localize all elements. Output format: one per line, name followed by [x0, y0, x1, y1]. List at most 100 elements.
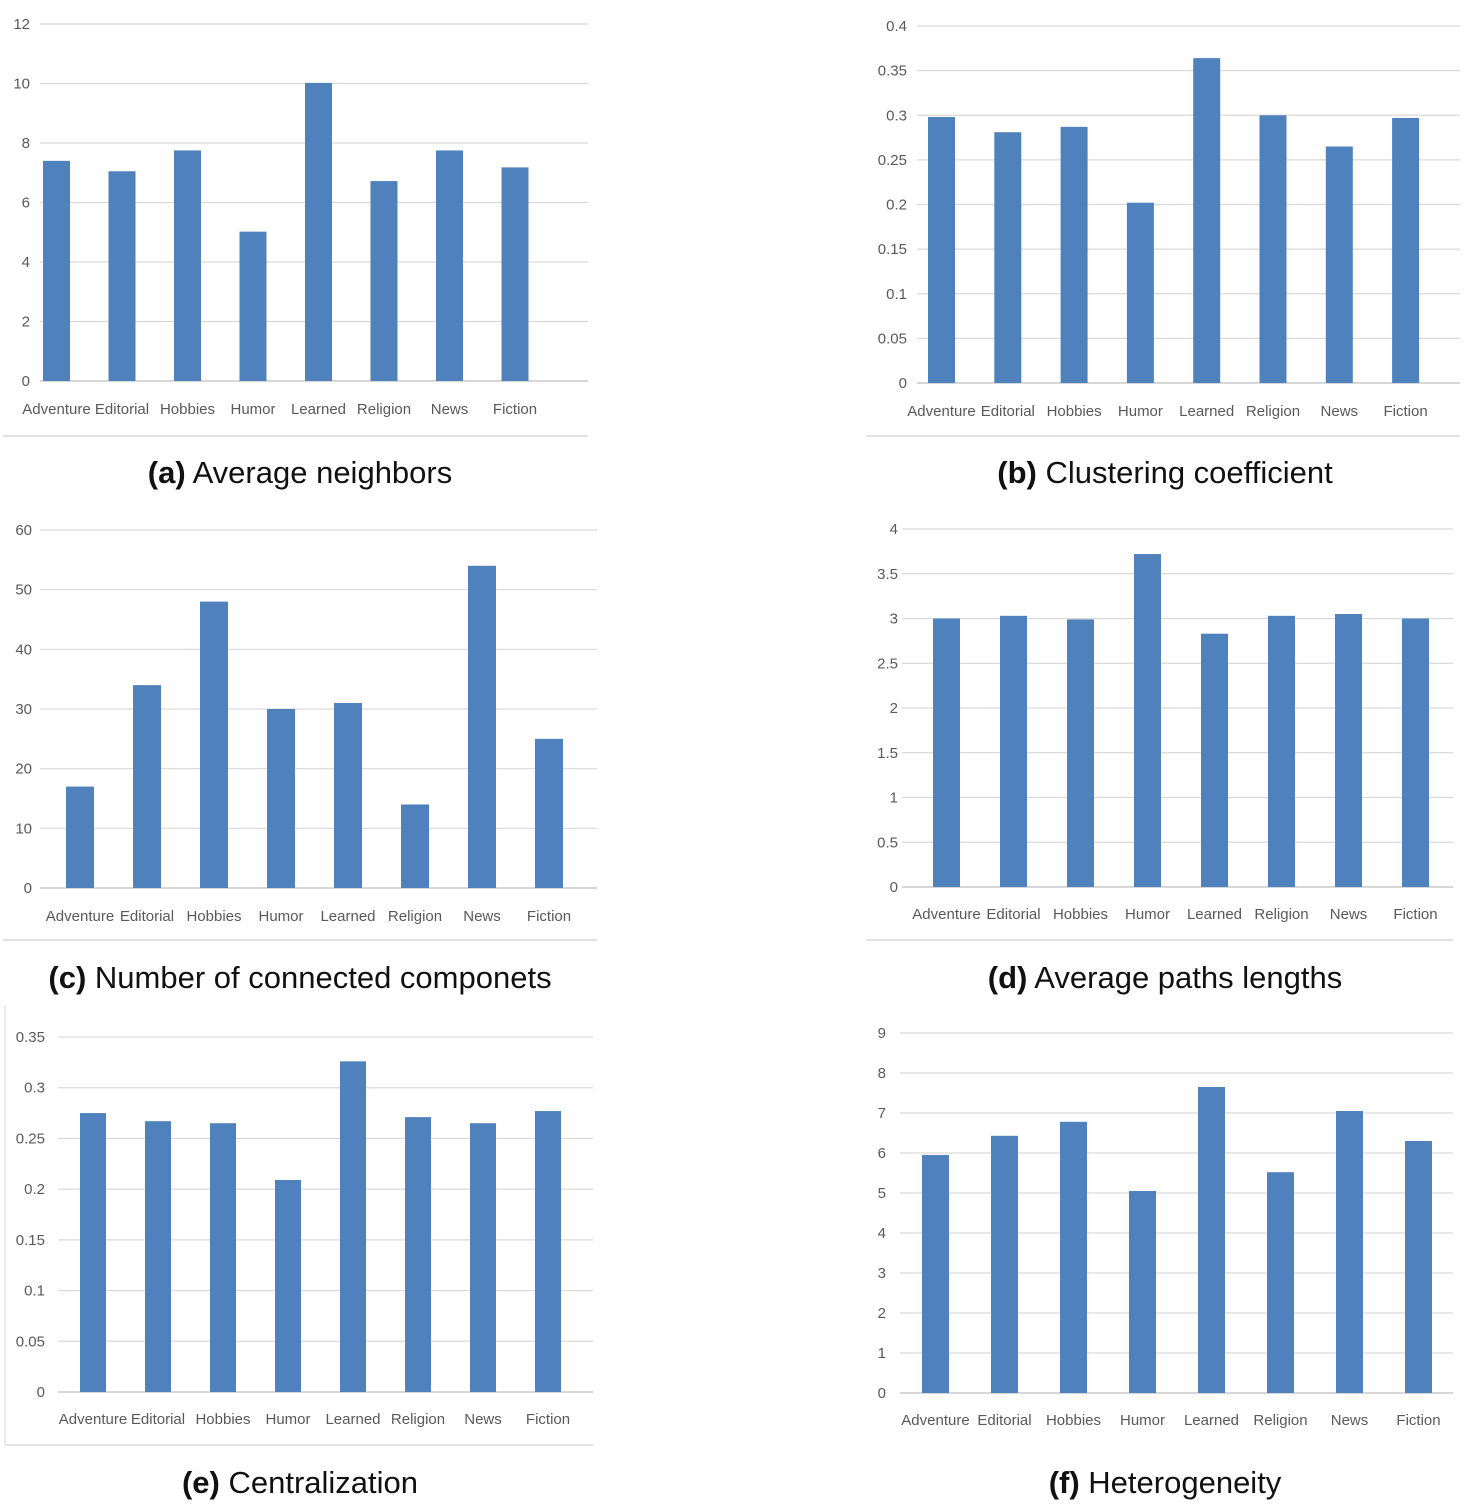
- y-tick-label: 0.25: [878, 152, 907, 169]
- bar-hobbies: [174, 150, 201, 381]
- bar-learned: [334, 703, 362, 888]
- y-tick-label: 0.05: [16, 1333, 45, 1350]
- x-tick-label: Adventure: [912, 906, 980, 923]
- x-tick-label: Fiction: [1393, 906, 1437, 923]
- bar-fiction: [501, 167, 529, 381]
- y-tick-label: 0: [24, 880, 32, 897]
- y-tick-label: 0.1: [24, 1283, 45, 1300]
- bar-news: [470, 1123, 496, 1392]
- x-tick-label: Religion: [1253, 1412, 1307, 1429]
- y-tick-label: 0: [890, 879, 898, 896]
- x-tick-label: Adventure: [22, 401, 90, 418]
- x-tick-label: Adventure: [46, 908, 114, 925]
- y-tick-label: 0.25: [16, 1130, 45, 1147]
- x-tick-label: Humor: [265, 1411, 310, 1428]
- bar-fiction: [1402, 618, 1429, 887]
- y-tick-label: 1: [890, 790, 898, 807]
- bar-editorial: [133, 685, 161, 888]
- bar-learned: [340, 1061, 366, 1392]
- y-tick-label: 50: [15, 582, 32, 599]
- bar-adventure: [80, 1113, 106, 1392]
- bar-adventure: [43, 160, 70, 381]
- x-tick-label: Hobbies: [186, 908, 241, 925]
- x-tick-label: Adventure: [907, 403, 975, 420]
- x-tick-label: Learned: [1187, 906, 1242, 923]
- y-tick-label: 10: [13, 76, 30, 93]
- bar-humor: [1129, 1191, 1156, 1393]
- x-tick-label: Humor: [258, 908, 303, 925]
- y-tick-label: 5: [878, 1185, 886, 1202]
- bar-religion: [1268, 615, 1295, 887]
- x-tick-label: Hobbies: [195, 1411, 250, 1428]
- caption-text-f: Heterogeneity: [1088, 1465, 1282, 1500]
- bar-religion: [401, 804, 429, 888]
- y-tick-label: 2.5: [877, 655, 898, 672]
- bar-hobbies: [1067, 619, 1094, 887]
- x-tick-label: Humor: [230, 401, 275, 418]
- chart-b: 0 0.05 0.1 0.15 0.2 0.25 0.3 0.35 0.4 Adventure Ed…: [866, 18, 1460, 437]
- caption-text-d: Average paths lengths: [1034, 960, 1343, 995]
- y-tick-label: 12: [13, 16, 30, 33]
- bar-fiction: [1405, 1141, 1432, 1393]
- y-tick-label: 0: [37, 1384, 45, 1401]
- bar-hobbies: [1060, 126, 1088, 383]
- bar-fiction: [1392, 117, 1420, 384]
- y-tick-label: 0: [22, 373, 30, 390]
- y-tick-label: 2: [22, 314, 30, 331]
- bar-religion: [370, 181, 398, 381]
- bar-humor: [275, 1180, 301, 1392]
- x-tick-label: News: [431, 401, 469, 418]
- bar-humor: [1134, 554, 1161, 887]
- bar-religion: [405, 1117, 431, 1392]
- bar-religion: [1259, 115, 1287, 383]
- x-tick-label: Learned: [291, 401, 346, 418]
- caption-letter-a: (a): [147, 455, 186, 490]
- bar-editorial: [1000, 615, 1027, 887]
- bar-news: [1325, 146, 1353, 383]
- caption-d: (d) Average paths lengths: [860, 960, 1470, 996]
- x-tick-label: News: [464, 1411, 502, 1428]
- y-tick-label: 3.5: [877, 566, 898, 583]
- caption-f: (f) Heterogeneity: [860, 1465, 1470, 1501]
- bar-humor: [267, 709, 295, 888]
- x-tick-label: Hobbies: [1047, 403, 1102, 420]
- bar-learned: [305, 82, 332, 381]
- caption-letter-e: (e): [181, 1465, 220, 1500]
- x-tick-label: Learned: [325, 1411, 380, 1428]
- x-tick-label: Editorial: [986, 906, 1040, 923]
- y-tick-label: 4: [22, 254, 30, 271]
- y-tick-label: 3: [890, 611, 898, 628]
- y-tick-label: 0.15: [16, 1232, 45, 1249]
- y-tick-label: 0.35: [16, 1029, 45, 1046]
- bar-hobbies: [1060, 1121, 1087, 1393]
- y-tick-label: 2: [890, 700, 898, 717]
- bar-editorial: [108, 171, 136, 381]
- bar-learned: [1201, 633, 1228, 887]
- x-tick-label: Religion: [357, 401, 411, 418]
- x-tick-label: Fiction: [493, 401, 537, 418]
- y-tick-label: 4: [890, 521, 898, 538]
- bar-editorial: [145, 1121, 171, 1392]
- y-tick-label: 1: [878, 1345, 886, 1362]
- y-tick-label: 0: [899, 375, 907, 392]
- x-tick-label: Religion: [391, 1411, 445, 1428]
- y-tick-label: 0.35: [878, 63, 907, 80]
- bar-humor: [1126, 202, 1154, 383]
- bar-fiction: [535, 738, 563, 888]
- bar-learned: [1198, 1087, 1225, 1393]
- x-tick-label: Editorial: [977, 1412, 1031, 1429]
- chart-d: 0 0.5 1 1.5 2 2.5 3 3.5 4 Adventure Editorial Hobbi…: [866, 521, 1453, 941]
- bar-fiction: [535, 1111, 561, 1392]
- bar-adventure: [66, 786, 94, 888]
- caption-c: (c) Number of connected componets: [0, 960, 600, 996]
- y-tick-label: 0.5: [877, 834, 898, 851]
- caption-letter-b: (b): [997, 455, 1037, 490]
- chart-e: 0 0.05 0.1 0.15 0.2 0.25 0.3 0.35 Adventure Edito…: [4, 1005, 593, 1446]
- x-tick-label: Fiction: [1396, 1412, 1440, 1429]
- bar-adventure: [928, 117, 955, 383]
- y-tick-label: 0: [878, 1385, 886, 1402]
- x-tick-label: Editorial: [95, 401, 149, 418]
- bar-news: [1336, 1111, 1363, 1393]
- x-tick-label: Humor: [1118, 403, 1163, 420]
- x-tick-label: News: [463, 908, 501, 925]
